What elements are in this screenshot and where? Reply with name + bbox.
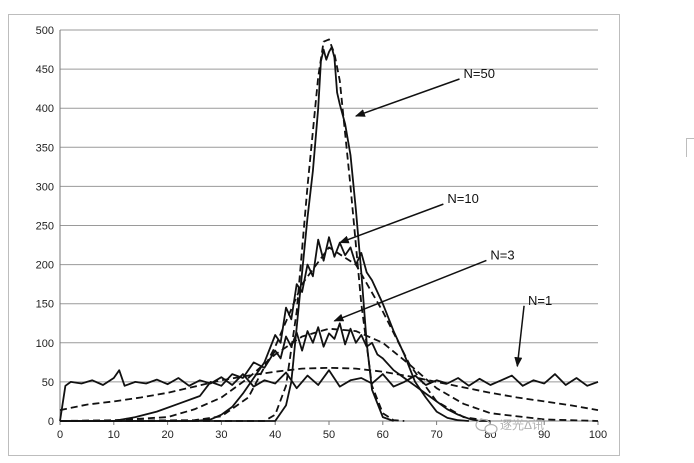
series-line-3-solid <box>60 322 491 422</box>
x-tick-label: 90 <box>538 429 550 441</box>
y-tick-label: 400 <box>36 103 54 115</box>
series-line-6-dashed <box>59 246 491 422</box>
series-line-5-solid <box>60 236 469 422</box>
series-line-8-dashed <box>60 38 405 422</box>
x-tick-label: 100 <box>589 429 607 441</box>
annotation-arrow-1 <box>354 78 460 117</box>
y-tick-label: 250 <box>36 221 54 233</box>
y-tick-label: 350 <box>36 142 54 154</box>
annotations: N=50 N=10 N=3 N=1 <box>333 66 552 368</box>
series-line-4-dashed <box>59 327 599 422</box>
grid-lines <box>60 29 598 383</box>
annotation-arrow-2 <box>338 203 444 244</box>
annotation-label-4: N=1 <box>528 293 552 308</box>
x-tick-label: 40 <box>269 429 281 441</box>
y-tick-label: 100 <box>36 338 54 350</box>
annotation-arrow-4 <box>514 305 525 368</box>
y-tick-label: 450 <box>36 64 54 76</box>
annotation-label-2: N=10 <box>447 191 478 206</box>
watermark: 逐光Δ讯 <box>475 418 544 435</box>
y-tick-label: 500 <box>36 25 54 37</box>
x-tick-label: 0 <box>57 429 63 441</box>
x-tick-label: 10 <box>108 429 120 441</box>
series-line-7-solid <box>60 46 394 422</box>
series-line-1-solid <box>59 369 599 422</box>
y-tick-labels: 0 50 100 150 200 250 300 350 400 450 500 <box>36 25 54 428</box>
x-tick-label: 30 <box>215 429 227 441</box>
x-tick-label: 70 <box>430 429 442 441</box>
y-tick-label: 300 <box>36 181 54 193</box>
y-tick-label: 0 <box>48 416 54 428</box>
y-tick-label: 200 <box>36 260 54 272</box>
annotation-label-3: N=3 <box>490 247 514 262</box>
wechat-icon <box>475 418 498 435</box>
y-tick-label: 150 <box>36 299 54 311</box>
series-lines <box>59 38 599 422</box>
series-line-2-dashed <box>59 366 599 411</box>
annotation-label-1: N=50 <box>464 66 495 81</box>
watermark-text: 逐光Δ讯 <box>500 418 544 432</box>
x-tick-label: 60 <box>377 429 389 441</box>
y-tick-label: 50 <box>42 377 54 389</box>
x-tick-label: 20 <box>161 429 173 441</box>
adjacent-panel-edge <box>686 138 694 157</box>
x-tick-label: 50 <box>323 429 335 441</box>
annotation-arrow-3 <box>333 259 487 322</box>
